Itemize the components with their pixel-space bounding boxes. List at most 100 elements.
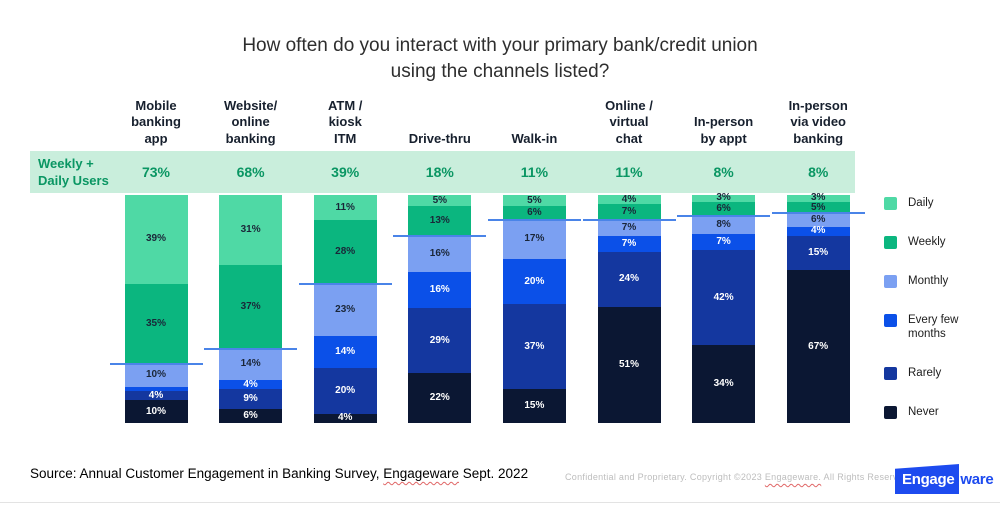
bar-segment: 3% [786,192,850,204]
segment-value-label: 37% [524,340,545,352]
bar-segment: 22% [408,373,472,423]
segment-value-label: 4% [810,225,826,237]
bar-segment: 10% [124,363,188,387]
bar-segment: 39% [124,195,188,284]
copyright-text: Confidential and Proprietary. Copyright … [565,472,765,482]
copyright-brand-text: Engageware. [764,472,822,482]
segment-value-label: 14% [335,346,356,358]
segment-value-label: 4% [337,412,353,424]
bar-segment: 51% [597,306,661,423]
segment-value-label: 34% [713,378,734,390]
bottom-divider [0,502,1000,503]
segment-value-label: 20% [524,275,545,287]
segment-value-label: 13% [429,214,450,226]
bar-segment: 8% [692,215,756,234]
bar-column: 3% 6% 8% 7% 42% 34% [692,193,756,423]
bar-segment: 5% [502,194,566,207]
bar-segment: 6% [502,206,566,221]
segment-value-label: 39% [145,233,166,245]
segment-value-label: 23% [335,304,356,316]
legend-label: Never [908,406,939,418]
weekly-daily-users-label: Weekly + Daily Users [38,156,109,188]
segment-value-label: 20% [335,385,356,397]
segment-value-label: 6% [716,202,731,214]
segment-value-label: 17% [524,233,545,245]
weekly-daily-marker-line [393,234,487,237]
weekly-daily-users-band: Weekly + Daily Users 73% 68% 39% 18% 11% 11% 8… [30,151,855,193]
bar-segment: 7% [597,236,661,252]
segment-value-label: 15% [808,247,829,259]
weekly-daily-total: 39% [331,164,360,180]
weekly-daily-total: 68% [236,164,265,180]
segment-value-label: 6% [243,410,258,422]
weekly-daily-marker-line [582,219,676,222]
bar-segment: 11% [313,195,377,221]
bar-segment: 5% [408,195,472,207]
weekly-daily-total: 18% [425,164,454,180]
segment-value-label: 28% [335,245,356,257]
bar-segment: 15% [786,236,850,271]
column-header: Online / virtual chat [605,97,653,146]
legend-item: Never [884,405,959,419]
bar-segment: 37% [502,304,566,389]
segment-value-label: 10% [145,405,166,417]
column-headers: Mobile banking app Website/ online bankin… [0,0,1000,147]
bar-column: 5% 13% 16% 16% 29% 22% [408,195,472,423]
segment-value-label: 7% [621,237,637,249]
bar-segment: 4% [786,225,850,237]
legend: Daily Weekly Monthly Every few months Rarely… [884,196,959,444]
weekly-daily-marker-line [677,214,771,217]
bar-column: 11% 28% 23% 14% 20% 4% [313,195,377,424]
segment-value-label: 42% [713,291,734,303]
legend-item: Weekly [884,235,959,249]
column-header: In-person via video banking [788,97,848,146]
legend-label: Rarely [908,367,942,379]
legend-label: Weekly [908,236,946,248]
legend-item: Daily [884,196,959,210]
segment-value-label: 5% [527,194,542,206]
bar-segment: 67% [786,270,850,423]
segment-value-label: 29% [429,334,450,346]
bar-segment: 35% [124,283,188,364]
bar-segment: 6% [692,201,756,216]
weekly-daily-marker-line [204,347,298,350]
column-header: Drive-thru [408,130,471,146]
column-header: In-person by appt [693,114,754,146]
bar-segment: 5% [786,201,850,214]
legend-item: Monthly [884,274,959,288]
bar-segment: 14% [219,348,283,381]
bar-segment: 14% [313,336,377,369]
bar-segment: 31% [219,195,283,265]
bar-column: 3% 5% 6% 4% 15% 67% [786,192,850,423]
legend-label: Daily [908,197,934,209]
chart-title: How often do you interact with your prim… [242,35,758,82]
bar-segment: 29% [408,307,472,374]
segment-value-label: 67% [808,340,829,352]
bar-segment: 4% [313,412,377,424]
engageware-logo: Engage ware [895,464,994,494]
segment-value-label: 6% [810,214,826,226]
segment-value-label: 7% [716,235,731,247]
segment-value-label: 16% [429,283,450,295]
weekly-daily-total: 11% [615,164,643,180]
bar-segment: 16% [408,235,472,272]
copyright-note: Confidential and Proprietary. Copyright … [565,472,911,482]
weekly-daily-total: 8% [713,164,734,180]
bar-segment: 6% [786,213,850,227]
segment-value-label: 15% [524,399,545,411]
legend-swatch [884,313,897,327]
bar-segment: 15% [502,388,566,423]
segment-value-label: 3% [810,192,826,204]
bar-segment: 4% [219,378,283,390]
bar-segment: 28% [313,220,377,284]
logo-secondary-text: ware [960,470,994,488]
column-header: ATM / kiosk ITM [327,97,363,146]
bar-segment: 6% [219,409,283,423]
bar-segment: 24% [597,251,661,307]
weekly-daily-marker-line [771,212,865,215]
source-date-text: Sept. 2022 [459,466,529,481]
segment-value-label: 4% [243,378,258,390]
segment-value-label: 4% [148,389,164,401]
bar-segment: 7% [597,220,661,237]
